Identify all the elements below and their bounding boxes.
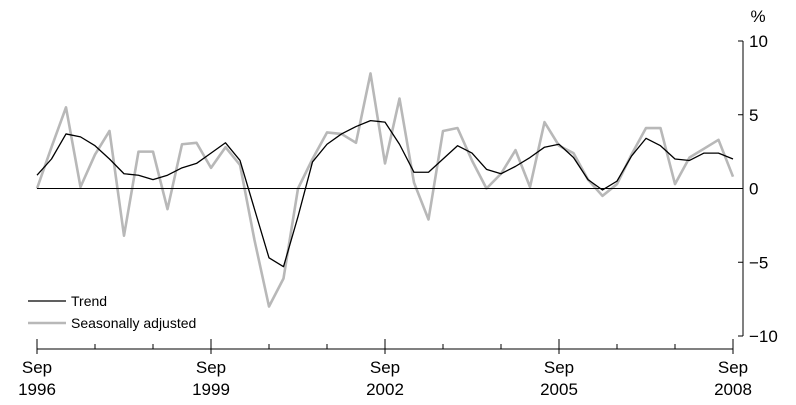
y-tick-label: −5 (749, 253, 768, 272)
series-line-seasonally-adjusted (35, 72, 735, 308)
y-tick-label: −10 (749, 327, 778, 346)
series-layer (35, 72, 735, 308)
x-tick-label-year: 1996 (18, 380, 56, 399)
y-axis-unit-label: % (750, 7, 765, 26)
x-tick-label-month: Sep (370, 358, 400, 377)
x-tick-label-year: 1999 (192, 380, 230, 399)
y-tick-label: 0 (749, 180, 758, 199)
legend-label: Trend (71, 293, 107, 309)
x-tick-label-month: Sep (22, 358, 52, 377)
y-tick-label: 10 (749, 32, 768, 51)
legend: Trend Seasonally adjusted (28, 293, 196, 331)
x-axis: Sep 1996 Sep 1999 Sep 2002 Sep 2005 Sep 2008 (18, 339, 752, 399)
series-line-trend (36, 120, 734, 268)
x-tick-label-month: Sep (718, 358, 748, 377)
x-tick-label-year: 2008 (714, 380, 752, 399)
x-tick-label-month: Sep (196, 358, 226, 377)
y-axis: 10 5 0 −5 −10 (738, 32, 778, 346)
x-tick-label-year: 2002 (366, 380, 404, 399)
y-tick-label: 5 (749, 106, 758, 125)
x-tick-label-month: Sep (544, 358, 574, 377)
legend-label: Seasonally adjusted (71, 315, 196, 331)
x-tick-label-year: 2005 (540, 380, 578, 399)
